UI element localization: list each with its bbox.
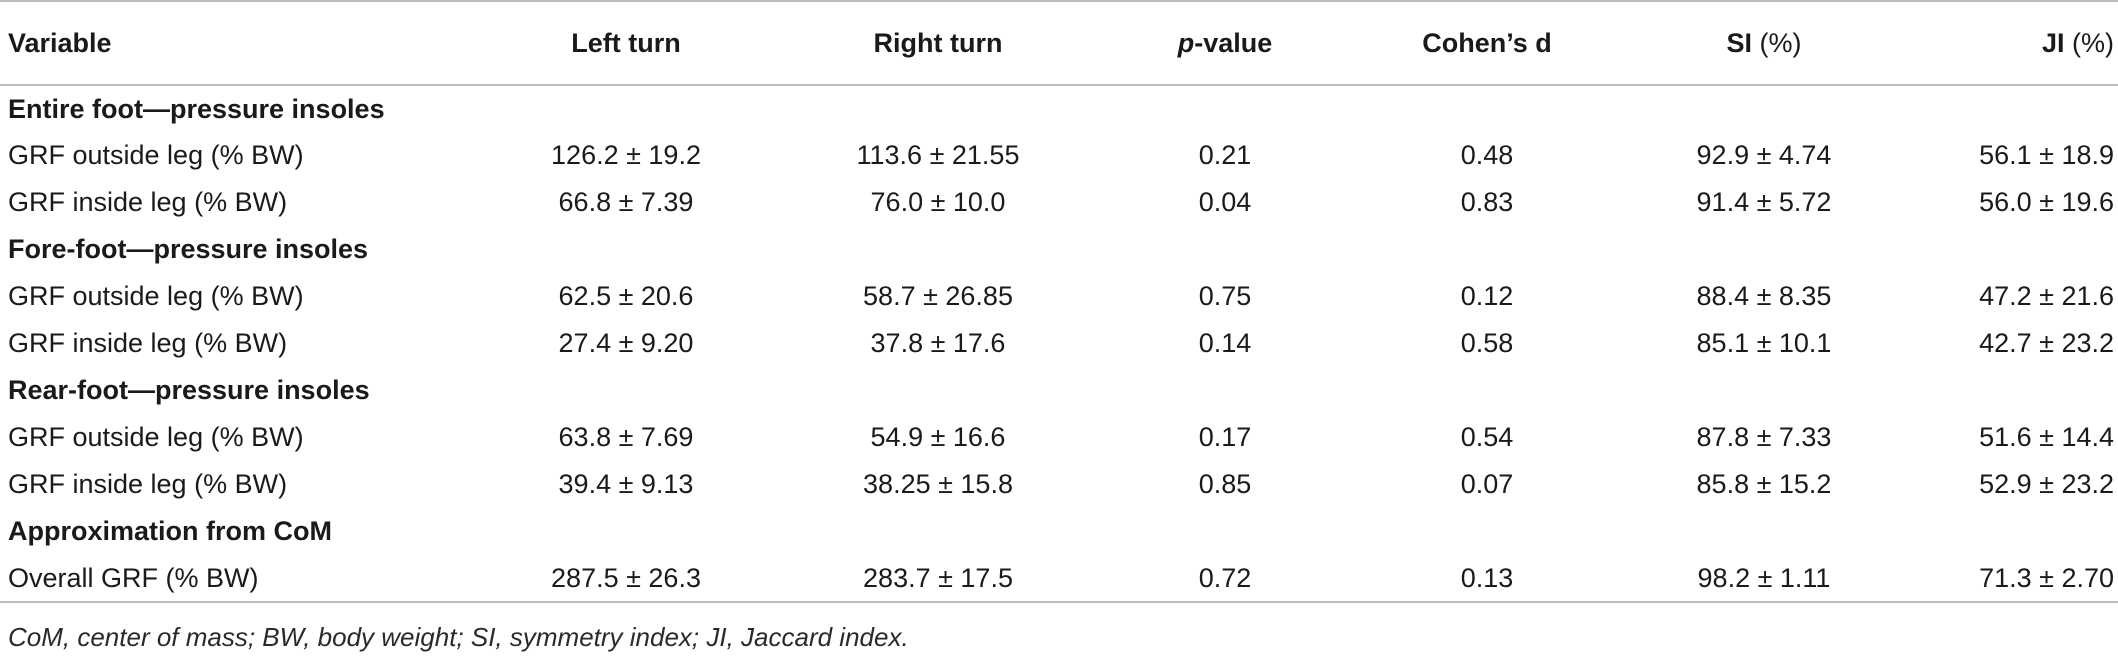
cell-variable: GRF outside leg (% BW) (8, 140, 304, 170)
cell-variable: GRF outside leg (% BW) (8, 281, 304, 311)
header-p-value-rest: -value (1194, 27, 1273, 58)
cell-p-value: 0.72 (1094, 555, 1356, 603)
header-si-label: SI (1726, 27, 1752, 58)
cell-p-value: 0.85 (1198, 469, 1252, 499)
table-row: Overall GRF (% BW) 287.5 ± 26.3 283.7 ± … (0, 555, 2118, 603)
cell-variable: GRF outside leg (% BW) (8, 422, 304, 452)
cell-cohens-d: 0.54 (1460, 422, 1514, 452)
cell-cohens-d: 0.07 (1460, 469, 1514, 499)
cell-ji: 71.3 ± 2.70 (1910, 555, 2118, 603)
cell-p-value: 0.17 (1198, 422, 1252, 452)
cell-left-turn: 27.4 ± 9.20 (558, 328, 694, 358)
table-row: GRF outside leg (% BW) 62.5 ± 20.6 58.7 … (0, 273, 2118, 320)
cell-si: 87.8 ± 7.33 (1696, 422, 1832, 452)
header-left-turn: Left turn (470, 0, 782, 86)
cell-variable: GRF inside leg (% BW) (8, 469, 288, 499)
cell-si: 98.2 ± 1.11 (1618, 555, 1910, 603)
header-cohens-d: Cohen’s d (1356, 0, 1618, 86)
section-row: Approximation from CoM (0, 508, 2118, 555)
header-p-value-italic: p (1177, 27, 1195, 58)
cell-cohens-d: 0.83 (1460, 187, 1514, 217)
cell-cohens-d: 0.48 (1460, 140, 1514, 170)
header-row: Variable Left turn Right turn p-value Co… (0, 0, 2118, 86)
cell-variable: Overall GRF (% BW) (0, 555, 470, 603)
header-ji-unit: (%) (2064, 27, 2114, 58)
cell-ji: 56.0 ± 19.6 (1979, 187, 2114, 217)
cell-ji: 47.2 ± 21.6 (1979, 281, 2114, 311)
cell-p-value: 0.21 (1198, 140, 1252, 170)
cell-left-turn: 126.2 ± 19.2 (551, 140, 701, 170)
cell-cohens-d: 0.12 (1460, 281, 1514, 311)
header-variable: Variable (0, 0, 470, 86)
cell-left-turn: 287.5 ± 26.3 (470, 555, 782, 603)
cell-p-value: 0.04 (1198, 187, 1252, 217)
cell-si: 85.1 ± 10.1 (1696, 328, 1832, 358)
cell-ji: 52.9 ± 23.2 (1979, 469, 2114, 499)
section-title: Approximation from CoM (8, 516, 332, 546)
cell-left-turn: 63.8 ± 7.69 (558, 422, 694, 452)
cell-si: 92.9 ± 4.74 (1696, 140, 1832, 170)
table-row: GRF inside leg (% BW) 39.4 ± 9.13 38.25 … (0, 461, 2118, 508)
table-footnote: CoM, center of mass; BW, body weight; SI… (8, 622, 909, 652)
cell-p-value: 0.75 (1198, 281, 1252, 311)
cell-right-turn: 38.25 ± 15.8 (863, 469, 1013, 499)
header-ji: JI (%) (1910, 0, 2118, 86)
cell-right-turn: 113.6 ± 21.55 (856, 140, 1020, 170)
header-p-value: p-value (1094, 0, 1356, 86)
cell-right-turn: 76.0 ± 10.0 (870, 187, 1006, 217)
section-row: Entire foot—pressure insoles (0, 85, 2118, 132)
section-title: Entire foot—pressure insoles (8, 93, 385, 124)
cell-left-turn: 66.8 ± 7.39 (558, 187, 694, 217)
section-row: Fore-foot—pressure insoles (0, 226, 2118, 273)
cell-ji: 42.7 ± 23.2 (1979, 328, 2114, 358)
section-row: Rear-foot—pressure insoles (0, 367, 2118, 414)
cell-ji: 51.6 ± 14.4 (1979, 422, 2114, 452)
cell-si: 85.8 ± 15.2 (1696, 469, 1832, 499)
cell-si: 88.4 ± 8.35 (1696, 281, 1832, 311)
cell-cohens-d: 0.13 (1356, 555, 1618, 603)
header-si: SI (%) (1618, 0, 1910, 86)
header-right-turn: Right turn (782, 0, 1094, 86)
table-row: GRF outside leg (% BW) 63.8 ± 7.69 54.9 … (0, 414, 2118, 461)
cell-variable: GRF inside leg (% BW) (8, 187, 288, 217)
cell-right-turn: 54.9 ± 16.6 (870, 422, 1006, 452)
cell-cohens-d: 0.58 (1460, 328, 1514, 358)
header-si-unit: (%) (1752, 27, 1802, 58)
cell-right-turn: 58.7 ± 26.85 (863, 281, 1013, 311)
results-table: Variable Left turn Right turn p-value Co… (0, 0, 2118, 603)
cell-right-turn: 37.8 ± 17.6 (870, 328, 1006, 358)
cell-left-turn: 39.4 ± 9.13 (558, 469, 694, 499)
cell-si: 91.4 ± 5.72 (1696, 187, 1832, 217)
table-row: GRF inside leg (% BW) 66.8 ± 7.39 76.0 ±… (0, 179, 2118, 226)
cell-ji: 56.1 ± 18.9 (1979, 140, 2114, 170)
cell-p-value: 0.14 (1198, 328, 1252, 358)
section-title: Fore-foot—pressure insoles (8, 234, 369, 264)
cell-left-turn: 62.5 ± 20.6 (558, 281, 694, 311)
cell-variable: GRF inside leg (% BW) (8, 328, 288, 358)
section-title: Rear-foot—pressure insoles (8, 375, 370, 405)
table-row: GRF inside leg (% BW) 27.4 ± 9.20 37.8 ±… (0, 320, 2118, 367)
table-row: GRF outside leg (% BW) 126.2 ± 19.2 113.… (0, 132, 2118, 179)
cell-right-turn: 283.7 ± 17.5 (782, 555, 1094, 603)
header-ji-label: JI (2041, 27, 2065, 58)
